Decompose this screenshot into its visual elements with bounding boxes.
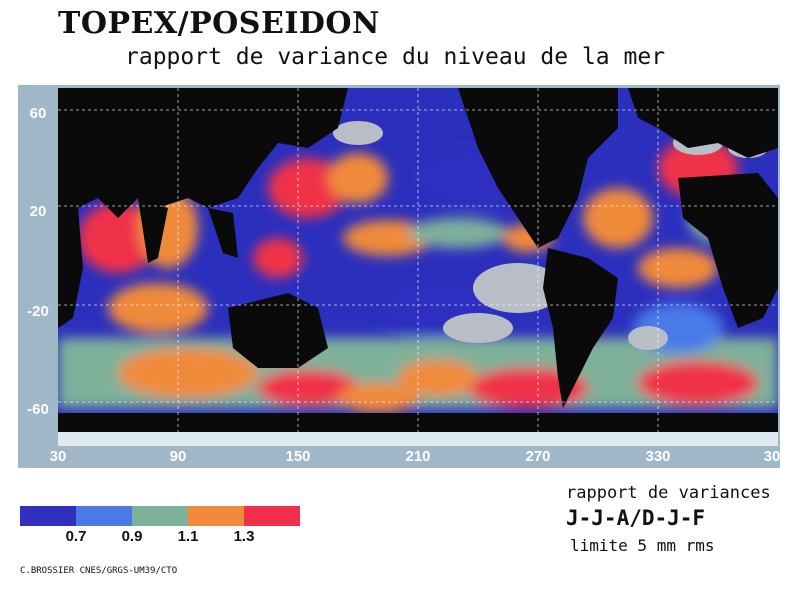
lon-tick-90: 90 [169, 448, 187, 465]
lat-tick-minus60: -60 [27, 401, 49, 418]
legend-tick-0-9: 0.9 [121, 528, 143, 545]
legend-swatch-2 [76, 506, 132, 526]
page-title: TOPEX/POSEIDON [58, 6, 380, 41]
lon-tick-270: 270 [525, 448, 551, 465]
credit-line: C.BROSSIER CNES/GRGS-UM39/CTO [20, 566, 178, 576]
lon-tick-150: 150 [285, 448, 311, 465]
info-limit-label: limite 5 mm rms [570, 536, 715, 555]
lat-tick-minus20: -20 [27, 303, 49, 320]
lon-tick-30: 30 [49, 448, 67, 465]
legend-swatch-4 [188, 506, 244, 526]
lon-tick-30-end: 30 [763, 448, 781, 465]
lon-tick-210: 210 [405, 448, 431, 465]
lat-tick-60: 60 [29, 105, 47, 122]
info-ratio-label: rapport de variances [566, 483, 771, 503]
legend-tick-1-1: 1.1 [177, 528, 199, 545]
info-season-label: J-J-A/D-J-F [566, 506, 706, 530]
color-legend [20, 506, 300, 526]
legend-swatch-5 [244, 506, 300, 526]
masked-regions [333, 121, 768, 350]
lon-axis-strip [58, 432, 778, 446]
variance-field [58, 138, 778, 413]
variance-map [58, 88, 778, 432]
lat-tick-20: 20 [29, 203, 47, 220]
page-subtitle: rapport de variance du niveau de la mer [125, 44, 666, 70]
legend-swatch-3 [132, 506, 188, 526]
graticule [58, 88, 778, 432]
legend-swatch-1 [20, 506, 76, 526]
legend-tick-1-3: 1.3 [233, 528, 255, 545]
legend-tick-0-7: 0.7 [65, 528, 87, 545]
lon-tick-330: 330 [645, 448, 671, 465]
